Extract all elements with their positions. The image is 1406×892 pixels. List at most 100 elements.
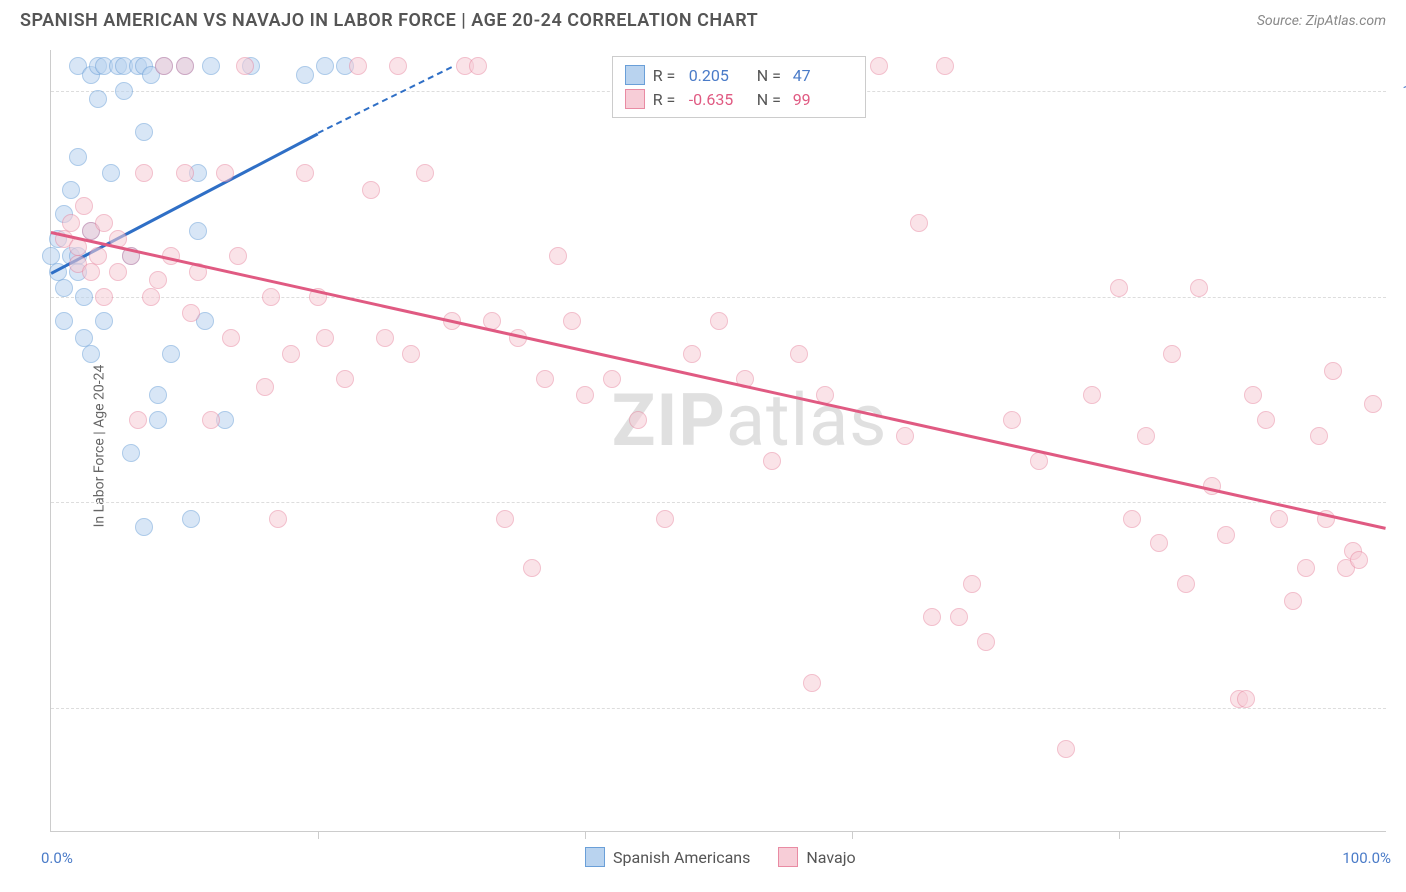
data-point bbox=[222, 329, 240, 347]
data-point bbox=[1083, 386, 1101, 404]
data-point bbox=[389, 57, 407, 75]
data-point bbox=[1257, 411, 1275, 429]
data-point bbox=[55, 279, 73, 297]
y-tick-label: 50.0% bbox=[1391, 493, 1406, 511]
data-point bbox=[95, 312, 113, 330]
data-point bbox=[82, 263, 100, 281]
data-point bbox=[256, 378, 274, 396]
scatter-chart: ZIPatlas 25.0%50.0%75.0%100.0%0.0%100.0%… bbox=[50, 50, 1386, 832]
gridline-horizontal bbox=[51, 502, 1386, 503]
data-point bbox=[1364, 395, 1382, 413]
data-point bbox=[1137, 427, 1155, 445]
data-point bbox=[262, 288, 280, 306]
data-point bbox=[603, 370, 621, 388]
watermark-light: atlas bbox=[726, 378, 888, 463]
data-point bbox=[1110, 279, 1128, 297]
data-point bbox=[149, 411, 167, 429]
data-point bbox=[349, 57, 367, 75]
chart-header: SPANISH AMERICAN VS NAVAJO IN LABOR FORC… bbox=[0, 0, 1406, 39]
data-point bbox=[763, 452, 781, 470]
legend-swatch bbox=[585, 847, 605, 867]
data-point bbox=[176, 57, 194, 75]
data-point bbox=[95, 288, 113, 306]
trend-line bbox=[51, 231, 1387, 529]
chart-title: SPANISH AMERICAN VS NAVAJO IN LABOR FORC… bbox=[20, 10, 758, 31]
x-tick bbox=[585, 831, 586, 839]
data-point bbox=[135, 164, 153, 182]
data-point bbox=[182, 510, 200, 528]
data-point bbox=[282, 345, 300, 363]
x-tick bbox=[318, 831, 319, 839]
data-point bbox=[316, 57, 334, 75]
legend-swatch bbox=[625, 65, 645, 85]
data-point bbox=[1190, 279, 1208, 297]
legend-label: Spanish Americans bbox=[613, 848, 750, 867]
data-point bbox=[1244, 386, 1262, 404]
data-point bbox=[89, 90, 107, 108]
data-point bbox=[1237, 690, 1255, 708]
x-tick-label-max: 100.0% bbox=[1342, 849, 1391, 867]
data-point bbox=[129, 411, 147, 429]
data-point bbox=[62, 214, 80, 232]
data-point bbox=[1350, 551, 1368, 569]
data-point bbox=[202, 411, 220, 429]
data-point bbox=[122, 444, 140, 462]
data-point bbox=[1057, 740, 1075, 758]
data-point bbox=[216, 164, 234, 182]
data-point bbox=[82, 345, 100, 363]
data-point bbox=[1284, 592, 1302, 610]
data-point bbox=[536, 370, 554, 388]
data-point bbox=[1310, 427, 1328, 445]
data-point bbox=[402, 345, 420, 363]
data-point bbox=[1150, 534, 1168, 552]
watermark: ZIPatlas bbox=[612, 378, 888, 463]
x-tick bbox=[852, 831, 853, 839]
data-point bbox=[1217, 526, 1235, 544]
data-point bbox=[629, 411, 647, 429]
correlation-legend: R =0.205N =47R =-0.635N =99 bbox=[612, 56, 866, 118]
data-point bbox=[469, 57, 487, 75]
data-point bbox=[870, 57, 888, 75]
legend-swatch bbox=[625, 89, 645, 109]
data-point bbox=[109, 263, 127, 281]
data-point bbox=[69, 148, 87, 166]
data-point bbox=[89, 247, 107, 265]
legend-swatch bbox=[778, 847, 798, 867]
data-point bbox=[75, 329, 93, 347]
data-point bbox=[923, 608, 941, 626]
trend-line bbox=[318, 67, 452, 135]
data-point bbox=[1123, 510, 1141, 528]
source-attribution: Source: ZipAtlas.com bbox=[1257, 13, 1386, 29]
data-point bbox=[182, 304, 200, 322]
x-tick bbox=[1119, 831, 1120, 839]
data-point bbox=[42, 247, 60, 265]
data-point bbox=[1177, 575, 1195, 593]
data-point bbox=[656, 510, 674, 528]
data-point bbox=[963, 575, 981, 593]
y-tick-label: 75.0% bbox=[1391, 288, 1406, 306]
data-point bbox=[576, 386, 594, 404]
series-legend: Spanish AmericansNavajo bbox=[585, 847, 856, 867]
data-point bbox=[710, 312, 728, 330]
data-point bbox=[950, 608, 968, 626]
data-point bbox=[55, 312, 73, 330]
data-point bbox=[790, 345, 808, 363]
data-point bbox=[1003, 411, 1021, 429]
data-point bbox=[135, 123, 153, 141]
legend-item: Spanish Americans bbox=[585, 847, 750, 867]
data-point bbox=[269, 510, 287, 528]
data-point bbox=[1030, 452, 1048, 470]
data-point bbox=[75, 288, 93, 306]
legend-row: R =0.205N =47 bbox=[625, 63, 853, 87]
data-point bbox=[296, 66, 314, 84]
data-point bbox=[1270, 510, 1288, 528]
data-point bbox=[683, 345, 701, 363]
data-point bbox=[155, 57, 173, 75]
data-point bbox=[176, 164, 194, 182]
data-point bbox=[523, 559, 541, 577]
data-point bbox=[936, 57, 954, 75]
x-tick-label-min: 0.0% bbox=[41, 849, 73, 867]
data-point bbox=[549, 247, 567, 265]
data-point bbox=[236, 57, 254, 75]
gridline-horizontal bbox=[51, 708, 1386, 709]
